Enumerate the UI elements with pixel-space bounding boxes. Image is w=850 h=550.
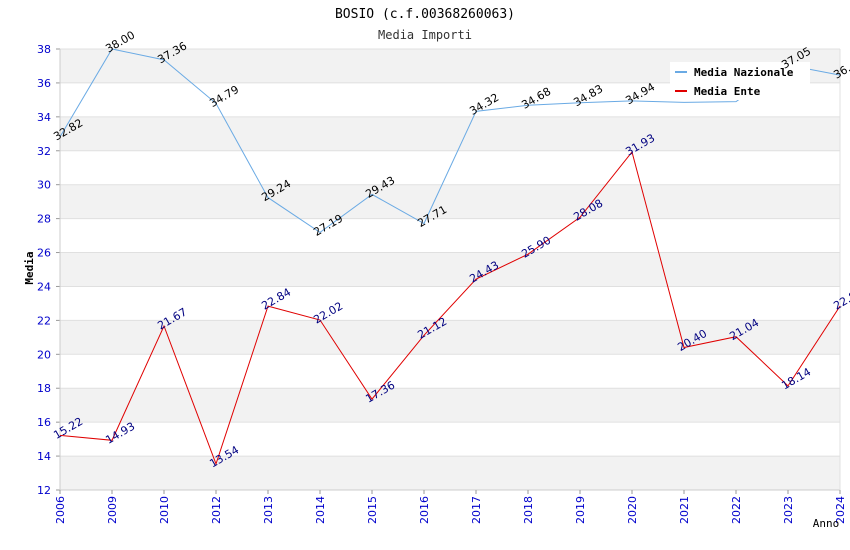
y-tick-label: 26 xyxy=(37,247,51,260)
y-tick-label: 24 xyxy=(37,280,51,293)
y-tick-label: 28 xyxy=(37,213,51,226)
x-tick-label: 2010 xyxy=(158,496,171,524)
x-tick-label: 2016 xyxy=(418,496,431,524)
x-tick-label: 2012 xyxy=(210,496,223,524)
y-tick-label: 18 xyxy=(37,382,51,395)
y-tick-label: 30 xyxy=(37,179,51,192)
grid-band xyxy=(60,184,840,219)
y-axis-label: Media xyxy=(23,251,36,284)
chart-subtitle: Media Importi xyxy=(378,28,472,42)
x-tick-label: 2024 xyxy=(834,496,847,524)
y-tick-label: 36 xyxy=(37,77,51,90)
x-tick-label: 2018 xyxy=(522,496,535,524)
grid-band xyxy=(60,388,840,423)
series-lines xyxy=(59,48,841,466)
series-line-0 xyxy=(59,48,841,234)
x-tick-label: 2014 xyxy=(314,496,327,524)
y-tick-label: 32 xyxy=(37,145,51,158)
x-tick-label: 2023 xyxy=(782,496,795,524)
x-tick-label: 2017 xyxy=(470,496,483,524)
titles: BOSIO (c.f.00368260063) Media Importi Me… xyxy=(23,7,839,530)
grid-band xyxy=(60,456,840,490)
y-tick-label: 12 xyxy=(37,484,51,497)
legend-label: Media Ente xyxy=(694,85,761,98)
legend: Media Nazionale Media Ente xyxy=(670,62,810,100)
x-tick-label: 2013 xyxy=(262,496,275,524)
y-tick-label: 34 xyxy=(37,111,51,124)
x-axis-label: Anno xyxy=(813,517,840,530)
chart-title: BOSIO (c.f.00368260063) xyxy=(335,7,515,22)
x-tick-label: 2022 xyxy=(730,496,743,524)
x-tick-label: 2019 xyxy=(574,496,587,524)
y-tick-label: 38 xyxy=(37,43,51,56)
y-tick-label: 20 xyxy=(37,348,51,361)
x-tick-label: 2006 xyxy=(54,496,67,524)
grid-bands xyxy=(60,49,840,490)
grid-band xyxy=(60,320,840,355)
series-line-1 xyxy=(59,150,841,466)
legend-label: Media Nazionale xyxy=(694,66,794,79)
x-tick-label: 2021 xyxy=(678,496,691,524)
grid-band xyxy=(60,116,840,151)
y-tick-label: 14 xyxy=(37,450,51,463)
x-tick-label: 2009 xyxy=(106,496,119,524)
x-tick-label: 2015 xyxy=(366,496,379,524)
y-tick-label: 16 xyxy=(37,416,51,429)
legend-box xyxy=(670,62,810,100)
grid-band xyxy=(60,252,840,287)
x-tick-label: 2020 xyxy=(626,496,639,524)
y-tick-label: 22 xyxy=(37,314,51,327)
